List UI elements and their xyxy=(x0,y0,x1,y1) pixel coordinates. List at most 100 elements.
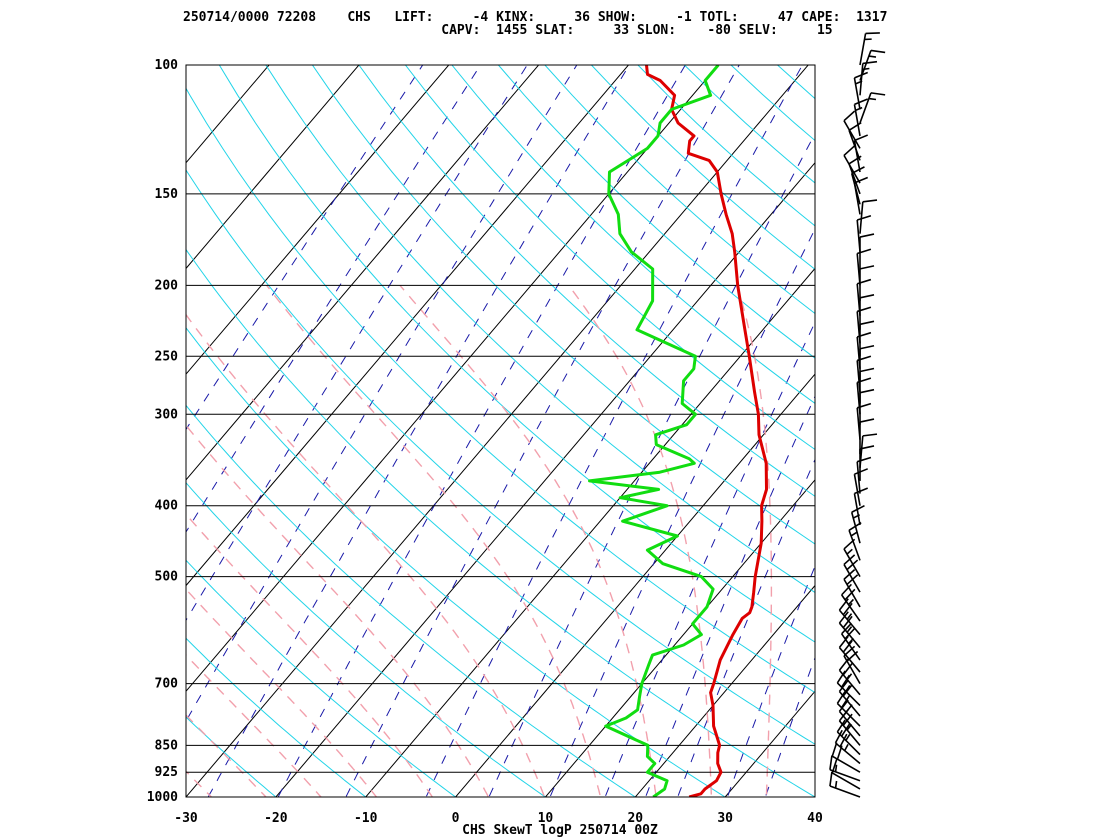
temperature-label--30: -30 xyxy=(174,811,198,826)
wind-barb-staff xyxy=(856,219,861,252)
wind-barb xyxy=(836,670,861,707)
wind-barb-flag xyxy=(859,294,875,299)
wind-barb-flag xyxy=(856,215,872,221)
wind-barb-flag xyxy=(831,742,838,757)
wind-barb xyxy=(859,60,878,96)
wind-barb-staff xyxy=(838,609,861,636)
wind-barb xyxy=(836,690,861,727)
wind-barb-half-flag xyxy=(846,548,853,555)
data-traces xyxy=(588,65,768,797)
dry-adiabat-line xyxy=(186,87,815,694)
wind-barb xyxy=(859,320,875,357)
isotherm-line xyxy=(724,690,815,797)
wind-barb-flag xyxy=(859,344,875,350)
wind-barb-half-flag xyxy=(846,613,853,620)
temperature-labels: -30 -20 -10 0 10 20 30 40 xyxy=(174,811,823,826)
wind-barb xyxy=(859,367,875,404)
wind-barb-half-flag xyxy=(834,764,838,772)
pressure-label-850: 850 xyxy=(155,738,179,753)
mixing-ratio-line xyxy=(425,65,803,797)
isotherm-line xyxy=(186,65,270,164)
wind-barb-flag xyxy=(842,615,853,629)
dry-adiabat-line xyxy=(832,32,1120,813)
wind-barb-staff xyxy=(829,768,861,782)
wind-barb-flag xyxy=(870,92,886,96)
wind-barb xyxy=(859,344,875,381)
wind-barb-staff xyxy=(859,201,864,234)
temperature-trace xyxy=(645,65,768,797)
header-line-2: CAPV: 1455 SLAT: 33 SLON: -80 SELV: 15 xyxy=(183,23,833,38)
wind-barb-flag xyxy=(842,704,853,717)
isotherm-line xyxy=(544,479,815,797)
dry-adiabat-line xyxy=(730,65,815,142)
isotherm-line xyxy=(186,65,719,693)
wind-barb xyxy=(859,433,878,468)
wind-barb xyxy=(859,32,880,66)
mixing-ratio-line xyxy=(345,65,740,797)
mixing-ratio-line xyxy=(764,656,815,797)
wind-barb xyxy=(840,583,861,622)
wind-barb-flag xyxy=(829,771,833,787)
isotherm-line xyxy=(186,65,540,481)
moist-adiabat-line xyxy=(186,424,490,797)
wind-barb-flag xyxy=(862,199,878,203)
isotherm-line xyxy=(634,584,815,797)
wind-barb-flag xyxy=(838,598,849,611)
wind-barb-half-flag xyxy=(868,55,877,58)
temperature-label-0: 0 xyxy=(452,811,460,826)
header-line-1: 250714/0000 72208 CHS LIFT: -4 KINX: 36 … xyxy=(183,10,888,25)
dry-adiabat-line xyxy=(451,65,815,405)
temperature-label--10: -10 xyxy=(354,811,378,826)
mixing-ratio-line xyxy=(677,458,815,797)
wind-barb-flag xyxy=(841,583,852,596)
wind-barb-flag xyxy=(862,60,878,65)
wind-barb-staff xyxy=(856,461,861,494)
dry-adiabat-line xyxy=(186,169,815,745)
wind-barb xyxy=(838,679,861,717)
wind-barb-flag xyxy=(838,679,849,692)
wind-barb-flag xyxy=(836,690,846,704)
mixing-ratio-line xyxy=(604,321,815,797)
wind-barb-staff xyxy=(850,173,861,205)
moist-adiabat-line xyxy=(186,770,213,797)
pressure-label-150: 150 xyxy=(155,187,179,202)
wind-barb xyxy=(859,199,878,234)
wind-barb xyxy=(848,122,862,161)
wind-barb-flag xyxy=(840,695,851,709)
moist-adiabat-line xyxy=(186,313,546,797)
wind-barb-flag xyxy=(843,145,856,157)
wind-barb-staff xyxy=(856,311,861,344)
wind-barbs xyxy=(829,32,886,798)
wind-barb-flag xyxy=(842,684,853,697)
pressure-label-100: 100 xyxy=(155,58,179,73)
wind-barb xyxy=(843,110,861,149)
wind-barb-staff xyxy=(838,669,861,696)
wind-barb-flag xyxy=(859,367,875,373)
background-lines xyxy=(186,32,1120,813)
wind-barb-half-flag xyxy=(846,673,853,680)
pressure-label-400: 400 xyxy=(155,499,179,514)
wind-barb-half-flag xyxy=(843,743,849,752)
wind-barb-flag xyxy=(865,32,880,35)
moist-adiabat-line xyxy=(399,284,657,797)
mixing-ratio-line xyxy=(207,65,630,797)
dry-adiabat-line xyxy=(186,481,547,797)
wind-barb-flag xyxy=(838,611,849,624)
pressure-label-250: 250 xyxy=(155,349,179,364)
pressure-labels: 100 150 200 250 300 400 500 700 850 925 1000 xyxy=(147,58,178,805)
mixing-ratio-line xyxy=(186,65,578,723)
pressure-label-300: 300 xyxy=(155,407,179,422)
plot-frame xyxy=(185,64,816,798)
wind-barb-flag xyxy=(859,418,875,423)
wind-barb-flag xyxy=(841,622,852,635)
wind-barb-staff xyxy=(831,772,861,790)
mixing-ratio-line xyxy=(645,395,815,797)
wind-barb-flag xyxy=(840,723,851,737)
wind-barb-flag xyxy=(854,98,869,106)
dry-adiabat-line xyxy=(265,65,815,594)
wind-barb-flag xyxy=(854,176,869,184)
wind-barb xyxy=(843,145,861,184)
wind-barb xyxy=(859,92,886,124)
wind-barb xyxy=(859,233,875,270)
